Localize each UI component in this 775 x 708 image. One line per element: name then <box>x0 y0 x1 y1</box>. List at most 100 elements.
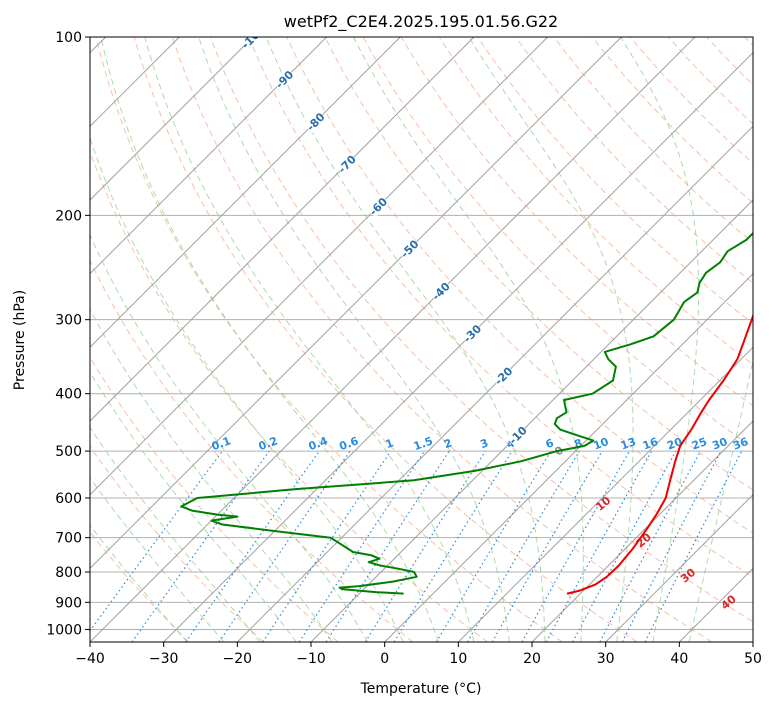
mixing-ratio-line <box>491 450 603 642</box>
x-tick-label: 40 <box>670 651 688 667</box>
mixing-ratio-line <box>393 450 513 642</box>
isotherm-line <box>605 493 753 642</box>
mixing-ratio-line <box>218 450 351 642</box>
mixing-ratio-label: 3 <box>478 436 490 451</box>
isotherm-line <box>678 567 753 642</box>
mixing-ratio-label: 16 <box>641 435 660 453</box>
isotherm-label-bg <box>428 279 453 303</box>
dry-adiabat-label: 40 <box>719 592 739 612</box>
dry-adiabat-line <box>90 150 488 642</box>
isotherm-label-bg <box>505 423 530 447</box>
mixing-ratio-line <box>572 450 677 642</box>
y-tick-label: 500 <box>55 444 82 460</box>
plot-frame <box>89 36 754 643</box>
dry-adiabat-line <box>744 37 753 47</box>
moist-adiabat-line <box>90 233 369 642</box>
mixing-ratio-line <box>466 450 580 642</box>
dry-adiabat-line <box>438 37 753 365</box>
x-tick-label: −30 <box>149 651 179 667</box>
isotherm-line <box>384 272 753 642</box>
moist-adiabat-line <box>198 37 510 642</box>
isotherm-line <box>90 37 549 496</box>
isotherm-label-bg <box>272 67 296 91</box>
dry-adiabat-line <box>629 37 753 165</box>
isotherm-label-bg <box>303 109 327 134</box>
isotherm-line <box>90 37 696 642</box>
mixing-ratio-label: 6 <box>544 436 556 451</box>
mixing-ratio-line <box>131 450 270 642</box>
mixing-ratio-label: 25 <box>690 435 709 452</box>
y-tick-label: 200 <box>55 208 82 224</box>
mixing-ratio-line <box>185 450 320 642</box>
isotherm-label-bg <box>334 152 359 176</box>
moist-adiabat-line <box>688 358 753 642</box>
dry-adiabat-line <box>133 37 638 642</box>
moist-adiabat-line <box>90 426 261 642</box>
moist-adiabat-line <box>144 37 475 642</box>
isotherm-line <box>90 37 622 570</box>
mixing-ratio-line <box>435 450 552 642</box>
mixing-ratio-line <box>298 450 425 642</box>
moist-adiabat-line <box>353 37 584 642</box>
dry-adiabat-line <box>90 259 414 642</box>
mixing-ratio-line <box>545 450 653 642</box>
isotherm-line <box>310 199 753 642</box>
y-tick-label: 400 <box>55 387 82 403</box>
mixing-ratio-line <box>644 450 743 642</box>
isotherm-line <box>90 37 254 201</box>
dry-adiabat-line <box>400 37 753 407</box>
y-tick-label: 300 <box>55 313 82 329</box>
isotherm-line <box>236 125 753 642</box>
isotherm-line <box>531 420 753 642</box>
dry-adiabat-line <box>90 531 190 642</box>
mixing-ratio-label: 0.1 <box>210 434 233 453</box>
y-tick-label: 700 <box>55 531 82 547</box>
dry-adiabat-line <box>706 37 753 86</box>
mixing-ratio-label: 0.6 <box>338 434 361 453</box>
y-tick-label: 900 <box>55 595 82 611</box>
mixing-ratio-label: 36 <box>731 435 750 453</box>
isotherm-line <box>457 346 753 642</box>
dry-adiabat-label: 10 <box>593 494 613 514</box>
mixing-ratio-line <box>325 450 450 642</box>
mixing-ratio-label: 0.2 <box>257 434 280 453</box>
mixing-ratio-label: 13 <box>619 435 638 452</box>
mixing-ratio-label: 1 <box>384 436 396 451</box>
moist-adiabat-line <box>90 371 297 642</box>
y-tick-label: 600 <box>55 491 82 507</box>
moist-adiabat-line <box>468 37 634 642</box>
x-tick-label: 30 <box>597 651 615 667</box>
isotherm-label-bg <box>240 37 265 49</box>
y-axis-label: Pressure (hPa) <box>12 290 28 390</box>
x-tick-label: 20 <box>523 651 541 667</box>
isotherm-label-bg <box>491 363 515 388</box>
dry-adiabat-line <box>90 356 339 642</box>
dewpoint-profile-line <box>180 231 753 595</box>
mixing-ratio-line <box>262 450 392 642</box>
isotherm-line <box>90 37 475 422</box>
mixing-ratio-label: 1.5 <box>412 434 435 453</box>
chart-title: wetPf2_C2E4.2025.195.01.56.G22 <box>284 12 558 32</box>
x-tick-label: −10 <box>296 651 326 667</box>
mixing-ratio-line <box>521 450 631 642</box>
y-tick-label: 100 <box>55 30 82 46</box>
isotherm-line <box>752 641 753 642</box>
isotherm-line <box>90 37 328 275</box>
isotherm-line <box>90 37 401 349</box>
mixing-ratio-label: 10 <box>592 435 611 453</box>
dry-adiabat-line <box>553 37 753 244</box>
dry-adiabat-line <box>515 37 753 284</box>
dry-adiabat-line <box>210 37 753 623</box>
x-axis-label: Temperature (°C) <box>360 681 482 697</box>
dry-adiabat-line <box>324 37 753 491</box>
mixing-ratio-label: 0.4 <box>307 434 330 453</box>
dry-adiabat-line <box>90 445 264 642</box>
dry-adiabat-line <box>477 37 753 325</box>
isotherm-label-bg <box>397 236 421 261</box>
dry-adiabat-line <box>668 37 753 125</box>
mixing-ratio-line <box>599 450 702 642</box>
dry-adiabat-line <box>248 37 753 578</box>
mixing-ratio-line <box>364 450 486 642</box>
y-tick-label: 800 <box>55 565 82 581</box>
